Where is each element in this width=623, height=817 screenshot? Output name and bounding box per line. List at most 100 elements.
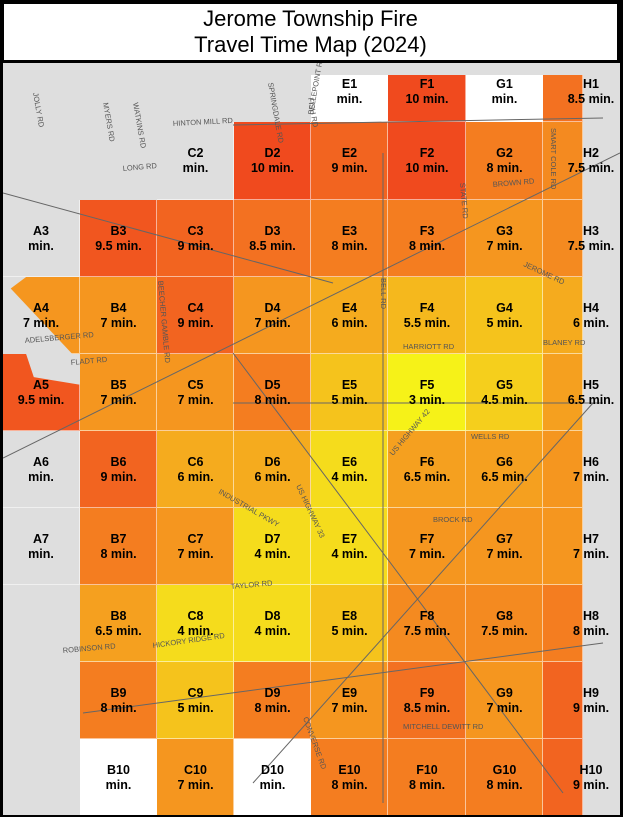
- cell-time: 4.5 min.: [481, 392, 528, 407]
- grid-cell-a6: [3, 431, 80, 508]
- cell-time: 7 min.: [486, 700, 523, 715]
- road-label: FLADT RD: [70, 355, 108, 367]
- cell-time: 8.5 min.: [567, 92, 615, 106]
- cell-label-h8: H8 8 min.: [573, 609, 609, 639]
- cell-time: 5 min.: [177, 700, 214, 715]
- cell-time: min.: [336, 92, 363, 106]
- grid-cell-e8: [311, 585, 388, 662]
- grid-cell-b6: [80, 431, 157, 508]
- cell-time: 8 min.: [486, 777, 523, 792]
- cell-time: 7.5 min.: [403, 623, 451, 638]
- cell-label-c7: C7 7 min.: [177, 532, 213, 562]
- grid-cell-b5: [80, 354, 157, 431]
- map-title: Jerome Township Fire Travel Time Map (20…: [3, 3, 618, 61]
- cell-id: G9: [496, 685, 513, 700]
- cell-time: 10 min.: [405, 161, 449, 175]
- cell-time: 7 min.: [177, 546, 214, 561]
- cell-time: min.: [182, 161, 209, 175]
- cell-label-f9: F9 8.5 min.: [404, 686, 451, 716]
- road-label: HINTON MILL RD: [173, 116, 234, 128]
- cell-label-b5: B5 7 min.: [100, 378, 136, 408]
- grid-cell-f5: [388, 354, 466, 431]
- cell-id: E3: [341, 223, 358, 238]
- cell-id: F9: [419, 685, 435, 700]
- road-line: [82, 642, 604, 714]
- cell-label-e5: E5 5 min.: [331, 378, 367, 408]
- cell-id: G6: [496, 454, 513, 469]
- cell-label-d4: D4 7 min.: [254, 301, 290, 331]
- cell-time: 8 min.: [331, 777, 368, 792]
- grid-cell-g8: [466, 585, 543, 662]
- map-area: HINTON MILL RD LONG RD BROWN RD JEROME RD HA…: [3, 63, 620, 815]
- cell-label-g3: G3 7 min.: [486, 224, 522, 254]
- grid-cell-g5: [466, 354, 543, 431]
- cell-label-e1: E1 min.: [337, 77, 363, 107]
- cell-id: F8: [419, 608, 435, 623]
- cell-time: 10 min.: [250, 161, 295, 175]
- cell-id: H6: [583, 454, 599, 469]
- title-line-1: Jerome Township Fire: [203, 6, 418, 31]
- cell-id: F2: [419, 146, 435, 160]
- grid-cell-e6: [311, 431, 388, 508]
- cell-time: 10 min.: [405, 92, 449, 106]
- grid-cell-f9: [388, 662, 466, 739]
- cell-label-g1: G1 min.: [492, 77, 518, 107]
- cell-time: 9 min.: [572, 777, 610, 792]
- cell-label-f10: F10 8 min.: [409, 763, 445, 793]
- cell-id: F7: [419, 531, 435, 546]
- cell-time: 7 min.: [408, 546, 446, 561]
- grid-cell-b7: [80, 508, 157, 585]
- cell-id: F4: [419, 300, 435, 315]
- cell-time: 4 min.: [254, 546, 291, 561]
- cell-id: G8: [496, 608, 513, 623]
- cell-id: H7: [583, 531, 599, 546]
- cell-time: 9 min.: [177, 315, 214, 330]
- grid-cell-f1: [388, 75, 466, 122]
- cell-id: E9: [341, 685, 358, 700]
- cell-id: A7: [33, 531, 49, 546]
- cell-id: C4: [187, 300, 204, 315]
- cell-id: B10: [107, 762, 130, 777]
- cell-label-c2: C2 min.: [183, 146, 209, 176]
- cell-time: min.: [491, 92, 518, 106]
- grid-cell-f8: [388, 585, 466, 662]
- cell-label-c4: C4 9 min.: [177, 301, 213, 331]
- cell-id: H1: [583, 77, 599, 91]
- cell-id: B7: [110, 531, 127, 546]
- road-label: INDUSTRIAL PKWY: [217, 487, 281, 529]
- cell-time: 6.5 min.: [95, 623, 142, 638]
- cell-label-f6: F6 6.5 min.: [404, 455, 451, 485]
- cell-time: 7 min.: [254, 315, 291, 330]
- cell-time: 6 min.: [177, 469, 214, 484]
- cell-label-h6: H6 7 min.: [573, 455, 609, 485]
- cell-label-b4: B4 7 min.: [100, 301, 136, 331]
- grid-cell-h6: [543, 431, 583, 508]
- cell-id: E4: [341, 300, 358, 315]
- cell-time: 7 min.: [100, 392, 137, 407]
- cell-time: 8 min.: [408, 238, 446, 253]
- cell-label-d6: D6 6 min.: [254, 455, 290, 485]
- cell-time: 9 min.: [572, 700, 610, 715]
- cell-label-b9: B9 8 min.: [100, 686, 136, 716]
- cell-label-a6: A6 min.: [28, 455, 54, 485]
- cell-time: 5 min.: [486, 315, 523, 330]
- cell-label-h1: H1 8.5 min.: [568, 77, 615, 107]
- cell-time: 9.5 min.: [95, 238, 142, 253]
- grid-cell-g1: [466, 75, 543, 122]
- grid-cell-h4: [543, 277, 583, 354]
- cell-id: E8: [341, 608, 358, 623]
- cell-time: 7 min.: [572, 546, 610, 561]
- cell-label-e2: E2 9 min.: [331, 146, 367, 176]
- cell-id: C5: [187, 377, 204, 392]
- cell-time: 9.5 min.: [17, 392, 65, 407]
- grid-cell-c5: [157, 354, 234, 431]
- cell-time: 5 min.: [331, 623, 368, 638]
- road-label: BEECHER GAMBLE RD: [156, 280, 172, 364]
- grid-cell-c6: [157, 431, 234, 508]
- grid-cell-d2: [234, 122, 311, 200]
- cell-label-e8: E8 5 min.: [331, 609, 367, 639]
- grid-cell-h2: [543, 122, 583, 200]
- cell-id: H3: [583, 223, 599, 238]
- grid-cell-f3: [388, 200, 466, 277]
